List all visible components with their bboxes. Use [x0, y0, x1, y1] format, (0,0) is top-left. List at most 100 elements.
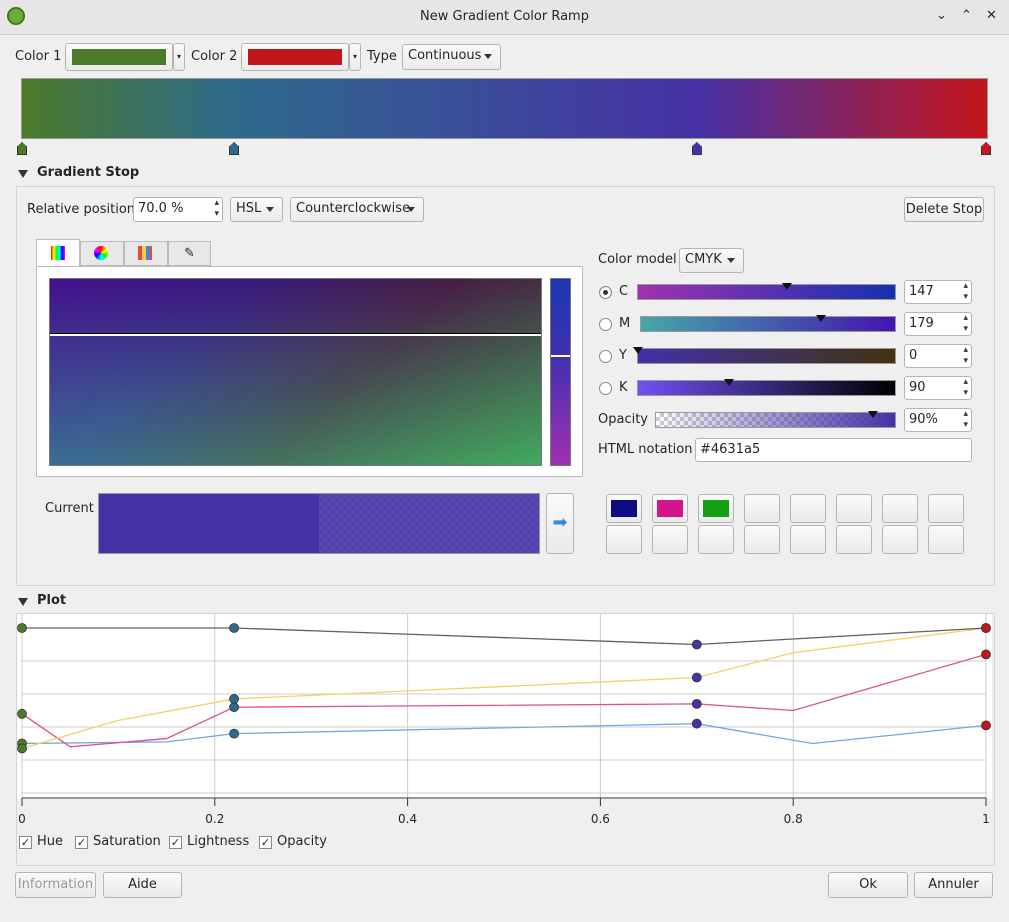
- tab[interactable]: ✎: [168, 241, 211, 266]
- plot-area: [17, 614, 992, 799]
- checkbox-label[interactable]: Hue: [37, 834, 64, 849]
- app-icon: [7, 7, 25, 25]
- checkbox-label[interactable]: Saturation: [93, 834, 161, 849]
- swatch-button[interactable]: [836, 494, 872, 523]
- swatch-button[interactable]: [652, 494, 688, 523]
- slider-handle[interactable]: [724, 379, 735, 386]
- title-bar: [0, 0, 1009, 35]
- tab[interactable]: [124, 241, 168, 266]
- swatch-button[interactable]: [744, 494, 780, 523]
- x-tick-label: 0.4: [398, 812, 417, 826]
- stop-point: [229, 702, 239, 713]
- channel-slider[interactable]: [640, 315, 896, 332]
- position-spinbox[interactable]: 70.0 %: [133, 197, 223, 222]
- plot-line: [21, 723, 987, 745]
- swatch-button[interactable]: [836, 525, 872, 554]
- apply-arrow-button[interactable]: ➡: [546, 493, 574, 554]
- swatch-button[interactable]: [790, 494, 826, 523]
- color2-button[interactable]: [241, 43, 349, 71]
- channel-spinbox[interactable]: 90: [904, 376, 972, 400]
- collapse-arrow[interactable]: [18, 170, 28, 178]
- swatch-button[interactable]: [928, 494, 964, 523]
- window-title: New Gradient Color Ramp: [420, 9, 589, 24]
- swatch-button[interactable]: [882, 494, 918, 523]
- gradient-stop-marker[interactable]: [981, 142, 991, 155]
- minimize-button[interactable]: ⌄: [936, 8, 947, 23]
- swatch-button[interactable]: [698, 494, 734, 523]
- checkbox-label[interactable]: Opacity: [277, 834, 328, 849]
- channel-slider[interactable]: [633, 347, 896, 364]
- radio[interactable]: [599, 318, 612, 331]
- swatch-button[interactable]: [606, 525, 642, 554]
- checkbox[interactable]: ✓: [75, 836, 88, 849]
- channel-name: C: [619, 284, 629, 299]
- opacity-spinbox[interactable]: 90%: [904, 408, 972, 432]
- slider-handle[interactable]: [633, 347, 643, 354]
- model-combo[interactable]: CMYK: [679, 248, 744, 273]
- group-title: Gradient Stop: [37, 165, 140, 180]
- stop-point: [229, 728, 239, 739]
- stop-point: [981, 720, 991, 731]
- channel-spinbox[interactable]: 179: [904, 312, 972, 336]
- channel-spinbox[interactable]: 147: [904, 280, 972, 304]
- checkbox[interactable]: ✓: [169, 836, 182, 849]
- swatch-button[interactable]: [928, 525, 964, 554]
- type-combo[interactable]: Continuous: [402, 44, 501, 70]
- help-button[interactable]: Aide: [103, 872, 182, 898]
- swatch-button[interactable]: [744, 525, 780, 554]
- cancel-button[interactable]: Annuler: [914, 872, 993, 898]
- information-button[interactable]: Information: [15, 872, 96, 898]
- close-button[interactable]: ✕: [986, 8, 997, 23]
- delete-stop-button[interactable]: Delete Stop: [904, 197, 984, 222]
- gradient-stop-marker[interactable]: [229, 142, 240, 155]
- tab[interactable]: [36, 239, 80, 267]
- channel-name: K: [619, 380, 628, 395]
- x-tick-label: 0.6: [591, 812, 610, 826]
- color1-button[interactable]: [65, 43, 173, 71]
- x-tick-label: 0: [18, 812, 26, 826]
- channel-spinbox[interactable]: 0: [904, 344, 972, 368]
- swatch-button[interactable]: [606, 494, 642, 523]
- channel-slider[interactable]: [637, 379, 896, 396]
- swatch-button[interactable]: [882, 525, 918, 554]
- radio[interactable]: [599, 350, 612, 363]
- color2-menu[interactable]: ▾: [349, 43, 361, 71]
- gradient-stop-group: [16, 186, 995, 586]
- plot-group: [16, 613, 995, 866]
- slider-handle[interactable]: [867, 411, 878, 418]
- direction-combo[interactable]: Counterclockwise: [290, 197, 424, 222]
- collapse-arrow[interactable]: [18, 598, 28, 606]
- color-area[interactable]: [49, 278, 542, 466]
- gradient-stop-marker[interactable]: [17, 142, 27, 155]
- hue-slider[interactable]: [550, 278, 571, 466]
- stop-point: [17, 623, 27, 633]
- stop-point: [229, 623, 239, 633]
- checkbox-label[interactable]: Lightness: [187, 834, 250, 849]
- channel-slider[interactable]: [637, 283, 896, 300]
- swatch-button[interactable]: [698, 525, 734, 554]
- color1-menu[interactable]: ▾: [173, 43, 185, 71]
- maximize-button[interactable]: ⌃: [961, 8, 972, 23]
- x-tick-label: 0.8: [784, 812, 803, 826]
- gradient-stop-marker[interactable]: [691, 142, 702, 155]
- ok-button[interactable]: Ok: [828, 872, 908, 898]
- current-label: Current: [45, 501, 94, 516]
- html-field[interactable]: #4631a5: [695, 438, 972, 462]
- checkbox[interactable]: ✓: [259, 836, 272, 849]
- gradient-preview[interactable]: [21, 78, 988, 139]
- radio[interactable]: [599, 382, 612, 395]
- swatch-button[interactable]: [652, 525, 688, 554]
- stop-point: [17, 743, 27, 754]
- checkbox[interactable]: ✓: [19, 836, 32, 849]
- color1-label: Color 1: [15, 49, 62, 64]
- radio[interactable]: [599, 286, 612, 299]
- spec-combo[interactable]: HSL: [230, 197, 283, 222]
- slider-handle[interactable]: [815, 315, 826, 322]
- model-label: Color model: [598, 252, 677, 267]
- tab[interactable]: [80, 241, 124, 266]
- swatch-button[interactable]: [790, 525, 826, 554]
- slider-handle[interactable]: [782, 283, 793, 290]
- color2-label: Color 2: [191, 49, 238, 64]
- opacity-slider[interactable]: [655, 411, 896, 428]
